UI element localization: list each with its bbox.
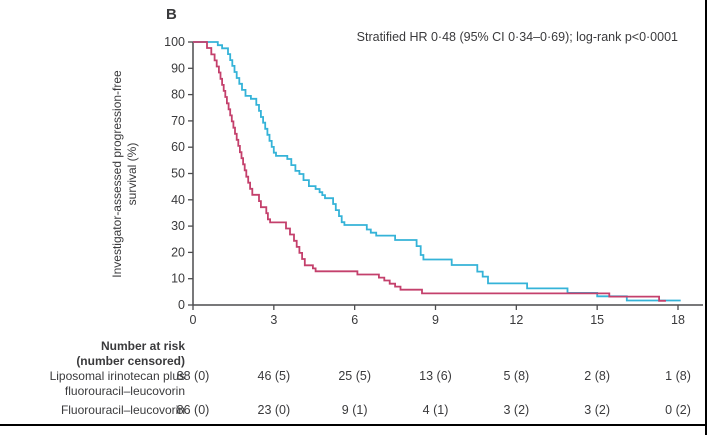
risk-value: 25 (5) [338,369,371,383]
risk-value: 46 (5) [257,369,291,383]
x-tick-label: 0 [190,313,197,327]
km-curve-control [193,41,666,302]
x-tick-label: 9 [432,313,439,327]
risk-value: 88 (0) [176,369,210,383]
risk-table-header-line2: (number censored) [76,354,185,368]
risk-value: 9 (1) [341,403,368,417]
x-tick-label: 15 [590,313,604,327]
y-tick-label: 30 [171,219,185,233]
risk-value: 1 (8) [665,369,691,383]
km-curve-irinotecan [193,41,681,302]
risk-value: 0 (2) [665,403,691,417]
risk-value: 86 (0) [176,403,210,417]
risk-row-label-control: Fluorouracil–leucovorin [60,403,185,417]
y-tick-label: 40 [171,193,185,207]
y-tick-label: 60 [171,140,185,154]
risk-value: 4 (1) [422,403,449,417]
risk-value: 3 (2) [503,403,530,417]
y-tick-label: 90 [171,61,185,75]
risk-value: 13 (6) [419,369,452,383]
y-tick-label: 10 [171,272,185,286]
figure-rule-right [705,0,707,435]
x-tick-label: 3 [270,313,277,327]
y-tick-label: 50 [171,167,185,181]
x-tick-label: 12 [509,313,523,327]
hr-annotation: Stratified HR 0·48 (95% CI 0·34–0·69); l… [356,30,678,44]
figure-rule-bottom [0,424,707,426]
x-tick-label: 18 [671,313,685,327]
risk-value: 5 (8) [503,369,530,383]
x-tick-label: 6 [351,313,358,327]
panel-label: B [166,6,177,23]
risk-value: 3 (2) [584,403,611,417]
risk-table-header-line1: Number at risk [100,339,185,353]
risk-value: 2 (8) [584,369,611,383]
y-tick-label: 0 [178,298,185,312]
risk-row-label-irinotecan-line1: Liposomal irinotecan plus [49,369,185,383]
y-tick-label: 70 [171,114,185,128]
y-tick-label: 20 [171,245,185,259]
y-tick-label: 100 [164,35,185,49]
risk-row-label-irinotecan-line2: fluorouracil–leucovorin [64,384,185,398]
y-tick-label: 80 [171,88,185,102]
risk-value: 23 (0) [257,403,291,417]
